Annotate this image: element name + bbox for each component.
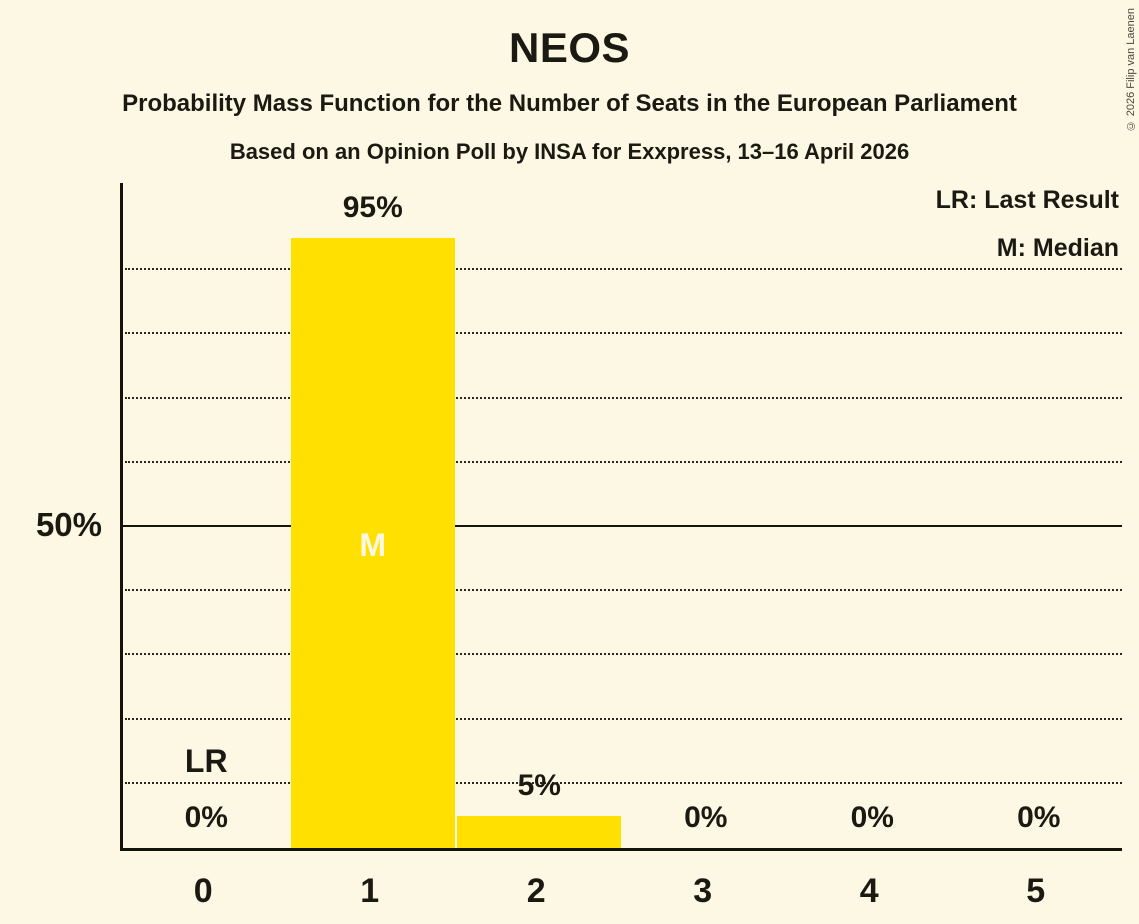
legend-last-result: LR: Last Result (935, 186, 1119, 214)
bar-seats-2 (457, 815, 622, 848)
bar-value-label-2: 5% (517, 768, 561, 802)
x-tick-label-1: 1 (360, 872, 380, 910)
legend-median: M: Median (996, 234, 1119, 262)
chart-source-line: Based on an Opinion Poll by INSA for Exx… (229, 139, 910, 164)
x-tick-label-4: 4 (859, 872, 879, 910)
x-tick-label-3: 3 (693, 872, 713, 910)
y-axis-50-label: 50% (35, 506, 102, 543)
gridline-70pct (125, 396, 1122, 399)
bar-value-label-3: 0% (684, 801, 728, 834)
gridline-80pct (125, 332, 1122, 335)
gridline-40pct (125, 589, 1122, 592)
gridline-30pct (125, 653, 1122, 656)
plot-area: 0% 95% 5% 0% 0% 0% LR M (120, 183, 1122, 851)
last-result-marker: LR (184, 743, 228, 779)
median-marker: M (359, 527, 387, 563)
gridline-50pct-solid (123, 525, 1122, 527)
chart-subtitle: Probability Mass Function for the Number… (122, 90, 1017, 117)
x-tick-label-5: 5 (1026, 872, 1046, 910)
gridline-60pct (125, 460, 1122, 463)
gridline-20pct (125, 717, 1122, 720)
bar-value-label-5: 0% (1017, 801, 1061, 834)
bar-value-label-4: 0% (850, 801, 894, 834)
copyright-notice: © 2026 Filip van Laenen (1125, 8, 1137, 132)
gridline-10pct (125, 781, 1122, 784)
x-tick-label-0: 0 (193, 872, 213, 910)
x-tick-label-2: 2 (526, 872, 546, 910)
bar-seats-1 (290, 238, 455, 848)
bar-value-label-1: 95% (342, 191, 403, 225)
gridline-90pct (125, 268, 1122, 271)
chart-title: NEOS (508, 24, 631, 71)
bar-value-label-0: 0% (184, 801, 228, 834)
